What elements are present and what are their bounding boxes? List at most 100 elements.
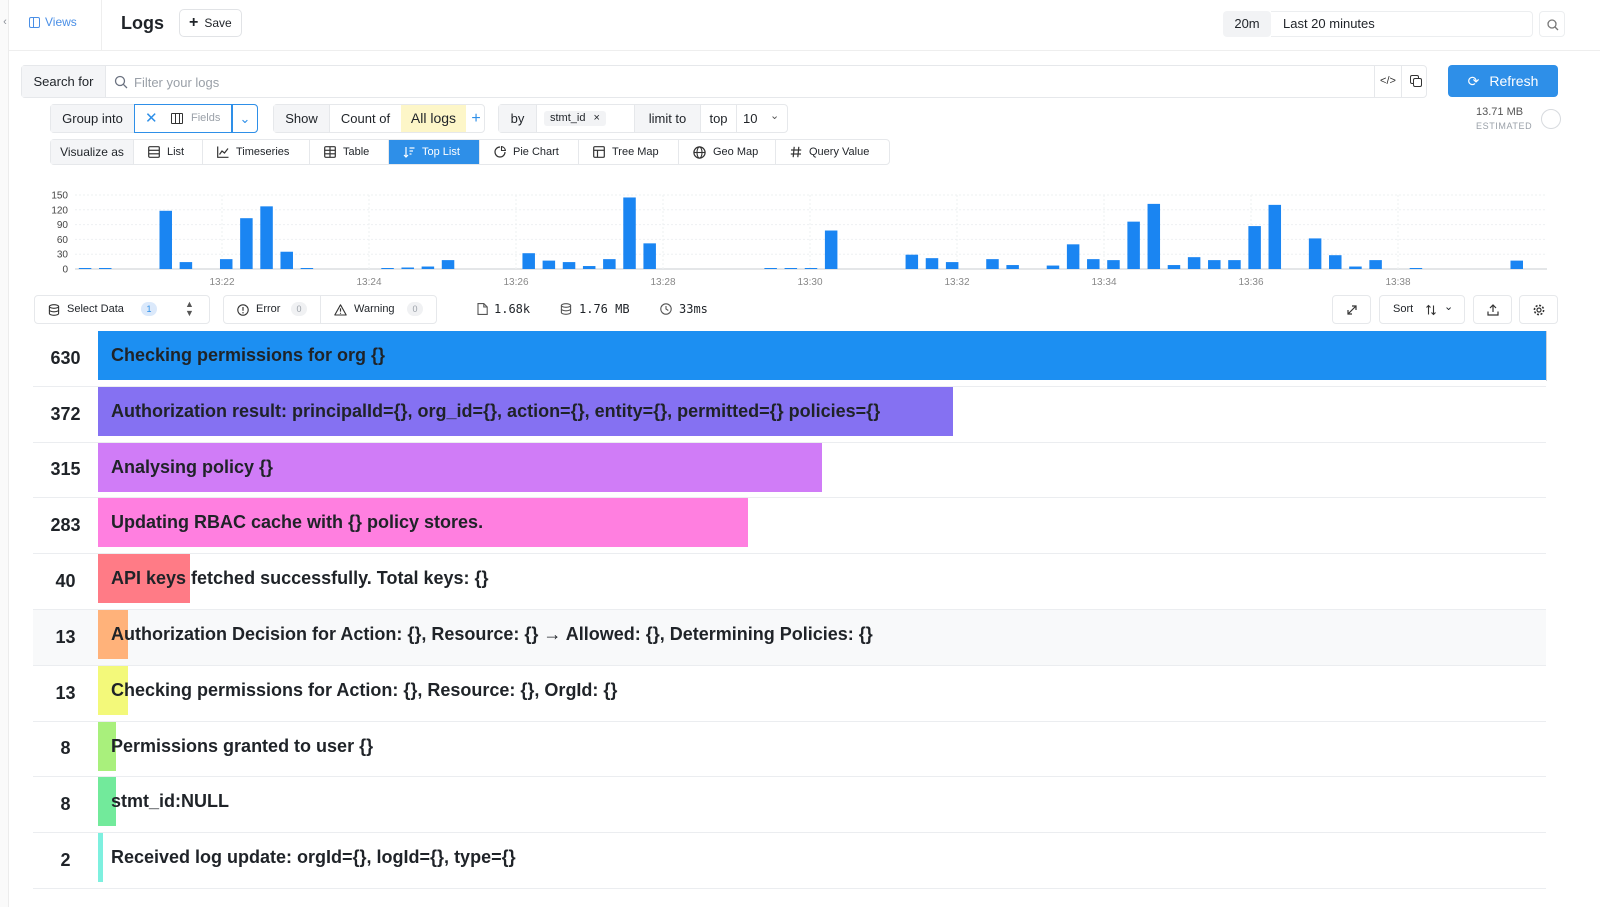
chevron-left-icon[interactable]: ‹ [3,16,7,28]
top-list-row[interactable]: 8 Permissions granted to user {} [33,721,1546,778]
chart-bar[interactable] [1329,255,1342,269]
limit-value-selector[interactable]: 10 ⌄ [736,105,789,132]
chart-bar[interactable] [1167,265,1181,269]
chart-bar[interactable] [1369,260,1382,269]
chart-bar[interactable] [441,260,455,269]
group-by-field[interactable]: stmt_id × [536,105,634,132]
code-icon[interactable]: </> [1374,66,1401,97]
chart-bar[interactable] [623,197,636,269]
viz-option-top-list[interactable]: Top List [389,140,480,164]
viz-option-query-value[interactable]: Query Value [776,140,890,164]
expand-button[interactable] [1332,295,1371,324]
save-button[interactable]: + Save [179,9,242,37]
viz-option-pie-chart[interactable]: Pie Chart [480,140,579,164]
count-of-selector[interactable]: Count of [329,105,401,132]
chart-bar[interactable] [764,268,777,269]
chart-bar[interactable] [179,262,193,269]
chart-bar[interactable] [1066,244,1080,269]
chart-bar[interactable] [78,268,92,269]
chart-bar[interactable] [824,230,838,269]
chart-bar[interactable] [1147,203,1161,269]
viz-option-tree-map[interactable]: Tree Map [579,140,679,164]
select-data-dropdown[interactable]: Select Data 1 ▲ ▼ [34,295,210,324]
chart-bar[interactable] [1248,226,1261,269]
zoom-search-button[interactable] [1539,11,1565,37]
chart-bar[interactable] [401,267,414,269]
export-button[interactable] [1473,295,1512,324]
scrollbar[interactable] [1546,331,1547,381]
top-list-row[interactable]: 8 stmt_id:NULL [33,777,1546,834]
viz-option-list[interactable]: List [134,140,203,164]
chart-bar[interactable] [1187,257,1201,269]
chart-bar[interactable] [1087,259,1100,269]
timeseries-chart[interactable]: 0 30 60 90 120 150 13:22 13:24 13:26 13:28 13:30 13… [30,186,1555,292]
chart-bar[interactable] [1510,260,1524,269]
top-list-row[interactable]: 372 Authorization result: principalId={},… [33,386,1546,443]
chart-bar[interactable] [1006,265,1019,269]
chart-bar[interactable] [381,268,394,269]
top-list-row[interactable]: 40 API keys fetched successfully. Total k… [33,554,1546,610]
chart-bar[interactable] [643,243,656,269]
chart-bar[interactable] [1409,268,1423,269]
top-list-row[interactable]: 13 Checking permissions for Action: {}, R… [33,665,1546,722]
globe-icon [693,145,706,159]
chart-bar[interactable] [421,266,435,269]
chart-bar[interactable] [945,262,959,269]
chart-bar[interactable] [582,266,596,269]
chart-bar[interactable] [1208,260,1221,269]
chart-bar[interactable] [1268,204,1282,269]
by-field-tag: stmt_id [550,112,586,124]
time-range-picker[interactable]: Last 20 minutes [1271,11,1533,37]
chart-bar[interactable] [603,259,616,269]
viz-option-table[interactable]: Table [310,140,389,164]
chart-bar[interactable] [1107,260,1120,269]
sort-button[interactable]: Sort ⌄ [1379,295,1465,324]
chart-bar[interactable] [784,268,798,269]
viz-option-geo-map[interactable]: Geo Map [679,140,776,164]
chart-bar[interactable] [1228,260,1241,269]
chevron-down-icon[interactable]: ⌄ [232,104,258,133]
chart-bar[interactable] [562,262,576,269]
top-selector[interactable]: top [700,105,736,132]
top-list-row[interactable]: 283 Updating RBAC cache with {} policy st… [33,498,1546,555]
add-measure-plus-icon[interactable]: + [471,110,481,127]
remove-tag-icon[interactable]: × [593,112,600,124]
chart-bar[interactable] [905,254,919,269]
top-list-row[interactable]: 2 Received log update: orgId={}, logId={}… [33,833,1546,889]
chart-bar[interactable] [1349,266,1362,269]
views-link[interactable]: Views [29,15,77,29]
settings-button[interactable] [1519,295,1558,324]
chart-bar[interactable] [925,258,939,269]
viz-option-timeseries[interactable]: Timeseries [203,140,310,164]
time-chip[interactable]: 20m [1223,11,1271,37]
refresh-button[interactable]: ⟳ Refresh [1448,65,1558,97]
warning-filter[interactable]: Warning 0 [321,296,437,323]
chart-bar[interactable] [986,259,999,269]
error-filter[interactable]: Error 0 [224,296,321,323]
chart-bar[interactable] [240,218,253,269]
show-label: Show [274,105,329,132]
chart-bar[interactable] [280,251,293,269]
chart-bar[interactable] [219,259,233,269]
top-list-row[interactable]: 13 Authorization Decision for Action: {},… [33,609,1546,666]
chart-bar[interactable] [1127,221,1140,269]
top-list-row[interactable]: 315 Analysing policy {} [33,442,1546,499]
top-list-icon [403,147,415,158]
search-input[interactable] [134,71,1364,93]
x-tick-label: 13:36 [1238,277,1263,288]
close-icon[interactable]: ✕ [145,110,158,127]
top-list-row[interactable]: 630 Checking permissions for org {} [33,331,1546,387]
chart-bar[interactable] [1308,238,1322,269]
chart-bar[interactable] [159,210,172,269]
chart-bar[interactable] [260,206,273,269]
chart-bar[interactable] [99,268,112,269]
chart-bar[interactable] [804,268,818,269]
copy-button[interactable] [1401,66,1428,97]
all-logs-selector[interactable]: All logs [401,105,466,132]
chart-bar[interactable] [522,253,535,269]
chart-bar[interactable] [542,260,556,269]
chart-bar[interactable] [1046,265,1060,269]
chart-bar[interactable] [300,268,314,269]
pie-chart-icon [494,146,506,158]
fields-selector[interactable]: ✕ Fields [134,104,232,133]
